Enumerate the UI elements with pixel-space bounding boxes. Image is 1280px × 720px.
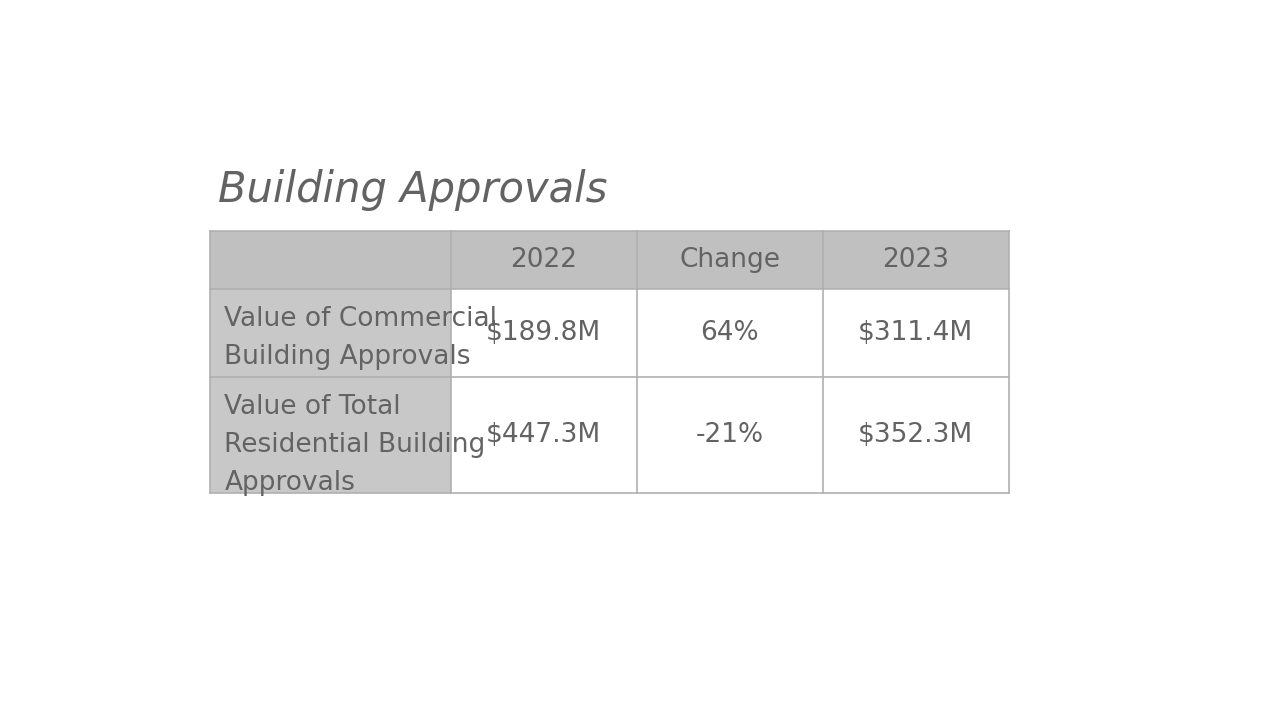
- Bar: [210, 231, 451, 289]
- Bar: [451, 231, 636, 289]
- Text: Change: Change: [680, 247, 780, 273]
- Text: $447.3M: $447.3M: [486, 422, 602, 449]
- Bar: [210, 289, 451, 377]
- Bar: [210, 377, 451, 493]
- Text: -21%: -21%: [695, 422, 764, 449]
- Text: $311.4M: $311.4M: [858, 320, 973, 346]
- Bar: [636, 377, 823, 493]
- Bar: [823, 231, 1009, 289]
- Text: 2023: 2023: [882, 247, 950, 273]
- Text: 2022: 2022: [511, 247, 577, 273]
- Text: $189.8M: $189.8M: [486, 320, 602, 346]
- Text: Building Approvals: Building Approvals: [218, 168, 608, 211]
- Bar: [451, 377, 636, 493]
- Bar: [823, 377, 1009, 493]
- Text: 64%: 64%: [700, 320, 759, 346]
- Bar: [823, 289, 1009, 377]
- Bar: [636, 231, 823, 289]
- Text: Value of Total
Residential Building
Approvals: Value of Total Residential Building Appr…: [224, 395, 485, 496]
- Bar: [451, 289, 636, 377]
- Bar: [636, 289, 823, 377]
- Text: Value of Commercial
Building Approvals: Value of Commercial Building Approvals: [224, 306, 498, 370]
- Text: $352.3M: $352.3M: [858, 422, 973, 449]
